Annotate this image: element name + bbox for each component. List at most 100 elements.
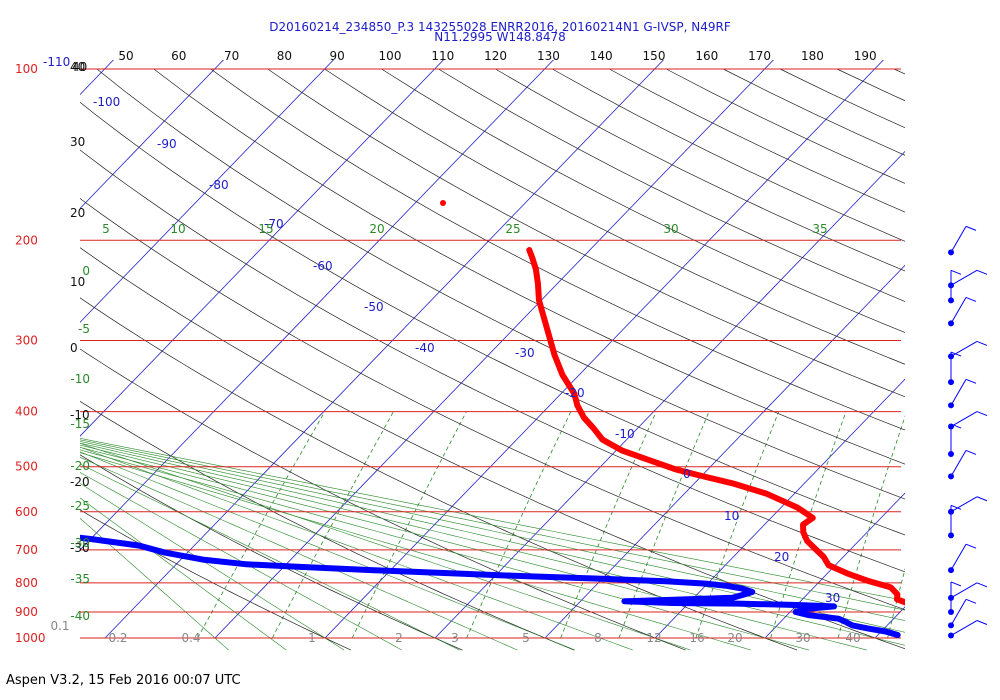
dry-adiabat-line: [495, 68, 905, 272]
dry-adiabat-line: [80, 101, 905, 536]
grid-lines: [80, 59, 1000, 651]
dry-adiabat-line: [80, 348, 686, 651]
left-axis-label: 20: [70, 206, 85, 220]
top-axis-tick-label: 50: [118, 49, 133, 63]
isotherm-line: [80, 60, 444, 437]
wind-barb-shaft: [950, 340, 978, 357]
saturated-adiabat-line: [80, 444, 905, 646]
wind-barb-flag: [950, 423, 962, 429]
top-axis-tick-label: 100: [379, 49, 402, 63]
isotherm-line: [544, 264, 905, 639]
pressure-label: 800: [15, 576, 38, 590]
isotherm-label: -100: [93, 95, 120, 109]
chart-title-line-2: N11.2995 W148.8478: [434, 30, 566, 44]
wind-barb-flag: [965, 296, 977, 302]
wind-barb-flag: [950, 581, 962, 587]
top-axis-tick-label: 160: [695, 49, 718, 63]
saturated-adiabat-line: [80, 443, 691, 651]
isotherm-line: [80, 60, 334, 323]
isotherm-line: [80, 60, 224, 209]
mixing-ratio-left-label: 0: [82, 264, 90, 278]
saturated-adiabat-line: [80, 482, 345, 651]
wind-barb-flag: [950, 504, 962, 510]
pressure-label: 500: [15, 460, 38, 474]
isotherm-label: 0: [683, 467, 691, 481]
mixing-ratio-top-label: 15: [258, 222, 273, 236]
dry-adiabat-line: [80, 198, 905, 611]
isotherm-line: [324, 60, 884, 639]
dry-adiabat-line: [267, 68, 905, 398]
top-axis-tick-label: 120: [484, 49, 507, 63]
dry-adiabat-line: [80, 400, 575, 651]
isotherm-line: [764, 492, 905, 639]
isotherm-line: [104, 60, 664, 639]
dry-adiabat-line: [80, 149, 905, 573]
wind-barb-shaft: [950, 496, 978, 513]
dry-adiabat-line: [381, 68, 905, 333]
mixing-ratio-top-label: 35: [812, 222, 827, 236]
saturated-adiabat-line: [80, 438, 905, 601]
pressure-label: 900: [15, 605, 38, 619]
mixing-ratio-line: [988, 412, 1000, 638]
bottom-label: 0.4: [181, 631, 200, 645]
wind-barb-flag: [965, 598, 977, 604]
mixing-ratio-line: [887, 567, 905, 639]
saturated-adiabat-line: [80, 452, 752, 651]
mixing-ratio-top-label: 10: [170, 222, 185, 236]
dry-adiabat-line: [609, 68, 905, 213]
wind-barb-flag: [965, 449, 977, 455]
saturated-adiabat-line: [80, 442, 905, 633]
saturated-adiabat-line: [80, 439, 905, 611]
mixing-ratio-left-label: -35: [70, 572, 90, 586]
dry-adiabat-line: [80, 509, 352, 651]
mixing-ratio-left-label: -5: [78, 322, 90, 336]
wind-barb-shaft: [950, 450, 967, 477]
isotherm-line: [434, 150, 905, 639]
dry-adiabat-line: [893, 68, 905, 75]
isotherm-line: [985, 59, 1000, 638]
wind-barb-shaft: [950, 269, 978, 286]
isotherm-label: 10: [724, 509, 739, 523]
dry-adiabat-line: [153, 68, 905, 465]
isotherm-label: -90: [157, 137, 177, 151]
dry-adiabat-line: [324, 68, 905, 365]
saturated-adiabat-line: [80, 463, 460, 651]
pressure-label: 1000: [15, 631, 46, 645]
isotherm-label: -10: [615, 427, 635, 441]
top-axis-tick-label: 60: [171, 49, 186, 63]
wind-barb-shaft: [950, 620, 978, 636]
wind-barb-shaft: [950, 599, 967, 626]
bottom-label: 8: [594, 631, 602, 645]
pressure-label: 600: [15, 505, 38, 519]
left-axis-label: -30: [70, 541, 90, 555]
top-axis-tick-label: 70: [224, 49, 239, 63]
top-axis-tick-label: 130: [537, 49, 560, 63]
isotherm-label: -20: [565, 386, 585, 400]
mixing-ratio-left-label: -25: [70, 499, 90, 513]
top-axis-tick-label: 190: [854, 49, 877, 63]
wind-barb-flag: [976, 620, 988, 625]
dry-adiabat-line: [96, 68, 905, 500]
left-axis-label: -20: [70, 475, 90, 489]
wind-barb-shaft: [950, 379, 967, 406]
chart-title-line-1: D20160214_234850_P.3 143255028 ENRR2016,…: [269, 20, 731, 34]
mixing-ratio-top-label: 20: [369, 222, 384, 236]
isotherm-label: -60: [313, 259, 333, 273]
bottom-label: 12: [646, 631, 661, 645]
bottom-label: 30: [795, 631, 810, 645]
saturated-adiabat-line: [80, 447, 867, 651]
wind-barbs: [948, 225, 988, 639]
saturated-adiabat-line: [80, 446, 634, 651]
isotherm-line: [654, 378, 905, 639]
pressure-label: 300: [15, 333, 38, 347]
wind-barb-shaft: [950, 543, 967, 571]
dry-adiabat-line: [951, 69, 1000, 650]
bottom-label: 20: [727, 631, 742, 645]
wind-barb-shaft: [950, 297, 967, 324]
saturated-adiabat-line: [80, 451, 576, 651]
series-layer: [80, 200, 905, 638]
isobars: [80, 68, 901, 639]
wind-barb-shaft: [950, 226, 967, 253]
left-axis-label: 0: [70, 341, 78, 355]
